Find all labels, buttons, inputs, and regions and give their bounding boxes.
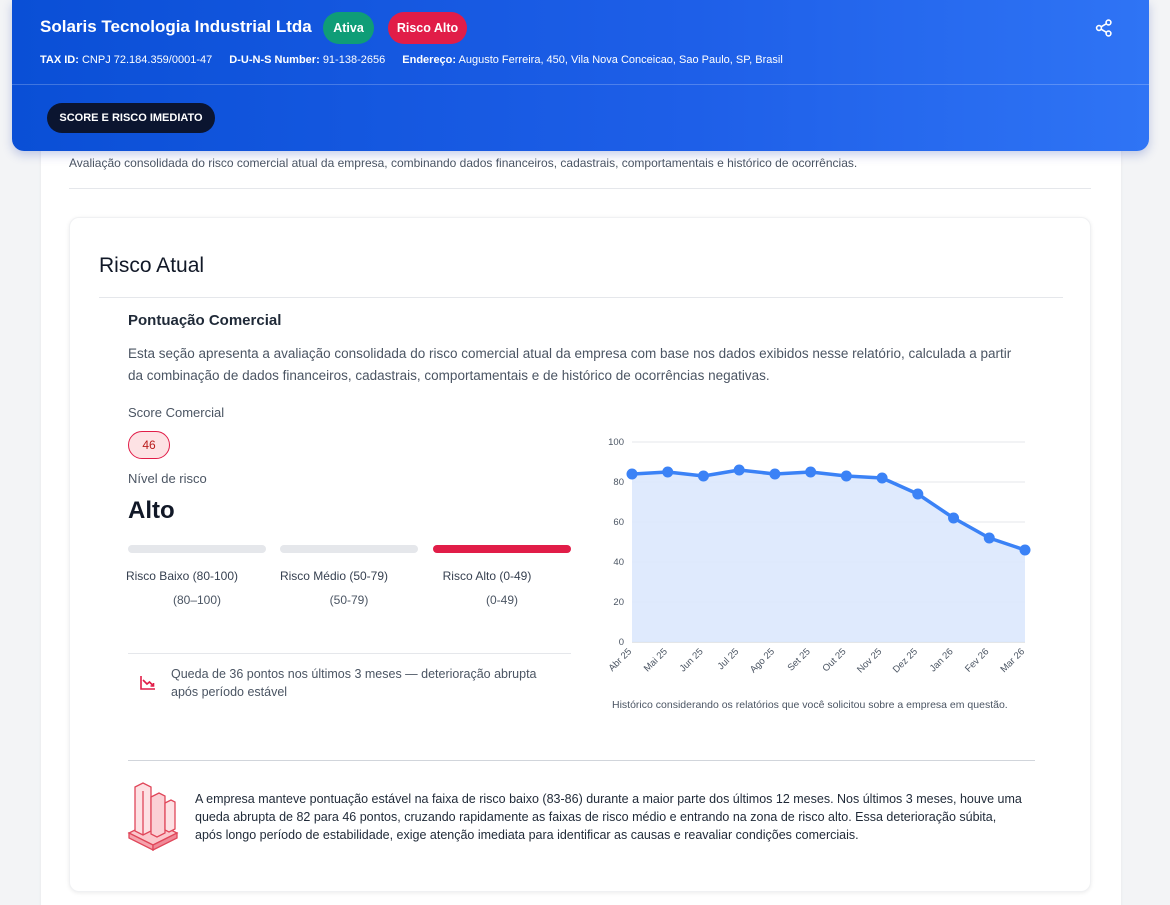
- risk-card-title: Risco Atual: [99, 254, 205, 277]
- risk-level-label: Nível de risco: [128, 471, 207, 486]
- band-high-bar: [433, 545, 571, 553]
- x-tick-label: Mai 25: [642, 646, 670, 674]
- data-point: [805, 466, 817, 478]
- band-low-bar: [128, 545, 266, 553]
- score-history-svg: 0 20 40 60 80 100 Abr 25 Mai 25 Jun 25 Jul 25 Ago …: [607, 437, 1031, 675]
- y-tick-label: 80: [613, 477, 624, 488]
- y-tick-label: 60: [613, 517, 624, 528]
- band-high-range: (0-49): [485, 593, 518, 607]
- data-point: [769, 468, 781, 480]
- x-tick-label: Jul 25: [716, 646, 742, 672]
- x-tick-label: Fev 26: [963, 646, 991, 674]
- trend-divider: [128, 653, 571, 654]
- x-tick-label: Dez 25: [891, 646, 920, 675]
- band-medium-label: Risco Médio (50-79): [279, 569, 389, 583]
- x-tick-label: Nov 25: [855, 646, 884, 675]
- trend-text: Queda de 36 pontos nos últimos 3 meses —…: [171, 667, 537, 699]
- y-tick-label: 100: [608, 437, 624, 448]
- x-tick-label: Mar 26: [998, 646, 1027, 675]
- tab-score-risco[interactable]: SCORE E RISCO IMEDIATO: [47, 103, 215, 133]
- score-value: 46: [128, 431, 170, 459]
- x-tick-label: Jun 25: [678, 646, 706, 674]
- data-point: [876, 472, 888, 484]
- address-value: Augusto Ferreira, 450, Vila Nova Conceic…: [458, 54, 783, 66]
- section-description: Avaliação consolidada do risco comercial…: [69, 156, 858, 170]
- series-area: [632, 470, 1025, 642]
- band-high-label: Risco Alto (0-49): [442, 569, 532, 583]
- chart-note: Histórico considerando os relatórios que…: [612, 699, 1008, 711]
- company-meta: TAX ID: CNPJ 72.184.359/0001-47 D-U-N-S …: [40, 54, 783, 66]
- data-point: [697, 470, 709, 482]
- x-tick-label: Out 25: [821, 646, 849, 674]
- band-low-label: Risco Baixo (80-100): [125, 569, 239, 583]
- share-icon: [1095, 19, 1112, 37]
- score-label: Score Comercial: [128, 405, 225, 420]
- score-history-chart: 0 20 40 60 80 100 Abr 25 Mai 25 Jun 25 Jul 25 Ago …: [600, 430, 1040, 690]
- data-point: [948, 512, 960, 524]
- risk-level-value: Alto: [128, 497, 175, 524]
- data-point: [626, 468, 638, 480]
- x-tick-label: Abr 25: [607, 646, 635, 674]
- company-name: Solaris Tecnologia Industrial Ltda: [40, 17, 312, 36]
- y-tick-label: 0: [619, 637, 624, 648]
- tax-id-value: CNPJ 72.184.359/0001-47: [81, 54, 213, 66]
- share-button[interactable]: [1094, 18, 1114, 38]
- score-section-description: Esta seção apresenta a avaliação consoli…: [128, 346, 1012, 383]
- duns-label: D-U-N-S Number:: [229, 54, 320, 66]
- summary-divider: [128, 760, 1035, 761]
- data-point: [662, 466, 674, 478]
- x-tick-label: Set 25: [786, 646, 813, 673]
- series-line: [631, 468, 1026, 552]
- status-badge: Ativa: [323, 12, 374, 44]
- trending-down-icon: [140, 676, 155, 690]
- header-divider: [12, 84, 1149, 85]
- address-label: Endereço:: [402, 54, 457, 66]
- y-tick-label: 40: [613, 557, 624, 568]
- data-point: [840, 470, 852, 482]
- risk-card: Risco Atual Pontuação Comercial Esta seç…: [69, 217, 1091, 892]
- company-header: Solaris Tecnologia Industrial Ltda Ativa…: [12, 0, 1149, 151]
- y-tick-label: 20: [613, 597, 624, 608]
- band-medium-range: (50-79): [329, 593, 369, 607]
- data-point: [1019, 544, 1031, 556]
- tax-id-label: TAX ID:: [40, 54, 79, 66]
- duns-value: 91-138-2656: [322, 54, 386, 66]
- data-point: [983, 532, 995, 544]
- x-tick-label: Ago 25: [748, 646, 777, 675]
- score-section-title: Pontuação Comercial: [128, 312, 282, 329]
- data-point: [912, 488, 924, 500]
- section-divider: [69, 188, 1091, 189]
- x-tick-label: Jan 26: [928, 646, 956, 674]
- risk-summary-text: A empresa manteve pontuação estável na f…: [195, 792, 1022, 842]
- building-chart-icon: [127, 782, 179, 851]
- band-low-range: (80–100): [172, 593, 222, 607]
- data-point: [733, 464, 745, 476]
- risk-badge: Risco Alto: [388, 12, 467, 44]
- band-medium-bar: [280, 545, 418, 553]
- risk-card-divider: [99, 297, 1063, 298]
